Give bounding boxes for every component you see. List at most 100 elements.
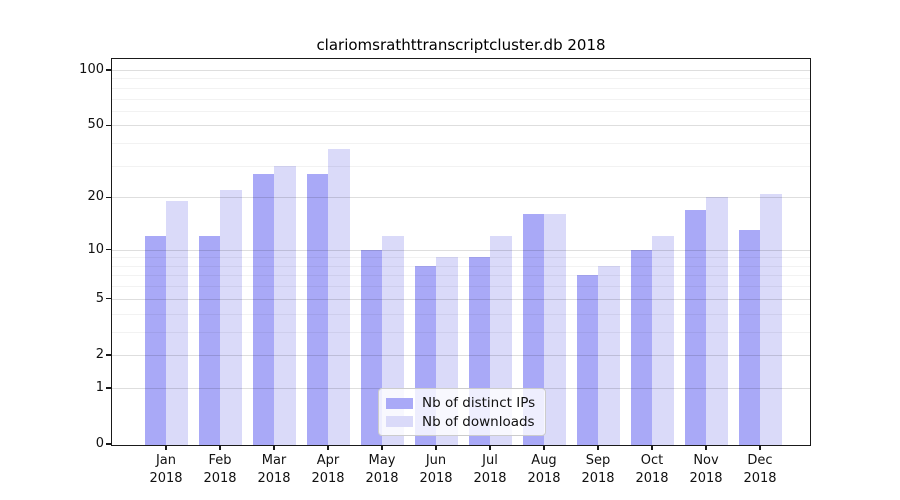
- x-tick-label: Apr 2018: [298, 452, 358, 487]
- bar-aug-distinct-ips: [522, 214, 544, 445]
- gridline-minor: [112, 275, 810, 277]
- y-tick-label: 100: [79, 62, 104, 77]
- gridline-major: [112, 70, 810, 71]
- x-tick-year: 2018: [257, 470, 291, 486]
- x-tick-mark: [759, 445, 761, 450]
- bar-apr-downloads: [328, 149, 350, 445]
- bar-sep-distinct-ips: [576, 275, 598, 445]
- x-tick-label: Jan 2018: [136, 452, 196, 487]
- gridline-minor: [112, 286, 810, 288]
- gridline-major: [112, 125, 810, 127]
- x-tick-mark: [705, 445, 707, 450]
- x-tick-label: Dec 2018: [730, 452, 790, 487]
- legend-swatch-downloads: [386, 416, 413, 428]
- bar-feb-distinct-ips: [198, 236, 220, 445]
- y-tick-label: 20: [87, 189, 104, 205]
- gridline-minor: [112, 331, 810, 333]
- x-tick-mark: [273, 445, 275, 450]
- gridline-minor: [112, 165, 810, 167]
- x-tick-year: 2018: [689, 470, 723, 486]
- bar-jan-downloads: [166, 201, 188, 445]
- legend-entry-downloads: Nb of downloads: [386, 413, 537, 432]
- gridline-major: [112, 197, 810, 199]
- bar-jan-distinct-ips: [144, 236, 166, 445]
- x-tick-year: 2018: [311, 470, 345, 486]
- x-tick-mark: [381, 445, 383, 450]
- bar-sep-downloads: [598, 265, 620, 445]
- bar-dec-distinct-ips: [738, 230, 760, 445]
- gridline-major: [112, 354, 810, 356]
- x-tick-year: 2018: [743, 470, 777, 486]
- x-tick-label: Mar 2018: [244, 452, 304, 487]
- y-tick-label: 1: [95, 379, 104, 395]
- gridline-minor: [112, 110, 810, 112]
- chart-title: clariomsrathttranscriptcluster.db 2018: [316, 36, 606, 54]
- legend-label-distinct-ips: Nb of distinct IPs: [422, 395, 536, 412]
- gridline-minor: [112, 257, 810, 259]
- y-tick-label: 50: [87, 117, 104, 133]
- plot-area: Nb of distinct IPs Nb of downloads: [111, 58, 811, 446]
- legend-label-downloads: Nb of downloads: [422, 413, 535, 430]
- x-tick-label: Oct 2018: [622, 452, 682, 487]
- x-tick-label: Jun 2018: [406, 452, 466, 487]
- gridline-major: [112, 298, 810, 300]
- gridline-minor: [112, 265, 810, 267]
- bar-mar-distinct-ips: [252, 173, 274, 445]
- y-tick-mark: [106, 249, 111, 251]
- legend-entry-distinct-ips: Nb of distinct IPs: [386, 394, 537, 413]
- bar-feb-downloads: [220, 189, 242, 445]
- x-tick-mark: [651, 445, 653, 450]
- y-tick-mark: [106, 387, 111, 389]
- gridline-minor: [112, 143, 810, 145]
- y-tick-label: 2: [95, 346, 104, 362]
- y-tick-label: 10: [87, 241, 104, 257]
- gridlines-layer: [112, 59, 810, 445]
- bar-may-distinct-ips: [360, 249, 382, 445]
- y-tick-mark: [106, 196, 111, 198]
- bar-aug-downloads: [544, 214, 566, 445]
- y-tick-label: 0: [95, 436, 104, 451]
- x-tick-label: Aug 2018: [514, 452, 574, 487]
- x-tick-label: Feb 2018: [190, 452, 250, 487]
- x-tick-year: 2018: [581, 470, 615, 486]
- x-tick-mark: [219, 445, 221, 450]
- bar-oct-distinct-ips: [630, 249, 652, 445]
- bar-nov-distinct-ips: [684, 209, 706, 445]
- x-tick-year: 2018: [149, 470, 183, 486]
- legend-swatch-distinct-ips: [386, 397, 413, 409]
- y-tick-label: 5: [95, 290, 104, 306]
- bar-dec-downloads: [760, 193, 782, 445]
- bar-nov-downloads: [706, 197, 728, 445]
- bar-mar-downloads: [274, 165, 296, 445]
- x-tick-year: 2018: [473, 470, 507, 486]
- x-tick-label: Nov 2018: [676, 452, 736, 487]
- x-tick-year: 2018: [365, 470, 399, 486]
- gridline-minor: [112, 87, 810, 89]
- legend: Nb of distinct IPs Nb of downloads: [378, 388, 546, 436]
- x-tick-label: May 2018: [352, 452, 412, 487]
- x-tick-mark: [543, 445, 545, 450]
- x-tick-mark: [165, 445, 167, 450]
- gridline-minor: [112, 78, 810, 80]
- x-tick-year: 2018: [419, 470, 453, 486]
- y-tick-mark: [106, 443, 111, 445]
- x-tick-label: Sep 2018: [568, 452, 628, 487]
- y-tick-mark: [106, 124, 111, 127]
- bar-apr-distinct-ips: [306, 173, 328, 445]
- gridline-major: [112, 249, 810, 251]
- bar-oct-downloads: [652, 236, 674, 445]
- x-tick-year: 2018: [635, 470, 669, 486]
- y-tick-mark: [106, 354, 111, 356]
- x-tick-mark: [489, 445, 491, 450]
- x-tick-mark: [435, 445, 437, 450]
- x-tick-mark: [597, 445, 599, 450]
- x-tick-year: 2018: [527, 470, 561, 486]
- gridline-minor: [112, 313, 810, 315]
- y-tick-mark: [106, 298, 111, 300]
- y-tick-mark: [106, 69, 111, 71]
- x-tick-label: Jul 2018: [460, 452, 520, 487]
- x-tick-mark: [327, 445, 329, 450]
- x-tick-year: 2018: [203, 470, 237, 486]
- gridline-minor: [112, 98, 810, 100]
